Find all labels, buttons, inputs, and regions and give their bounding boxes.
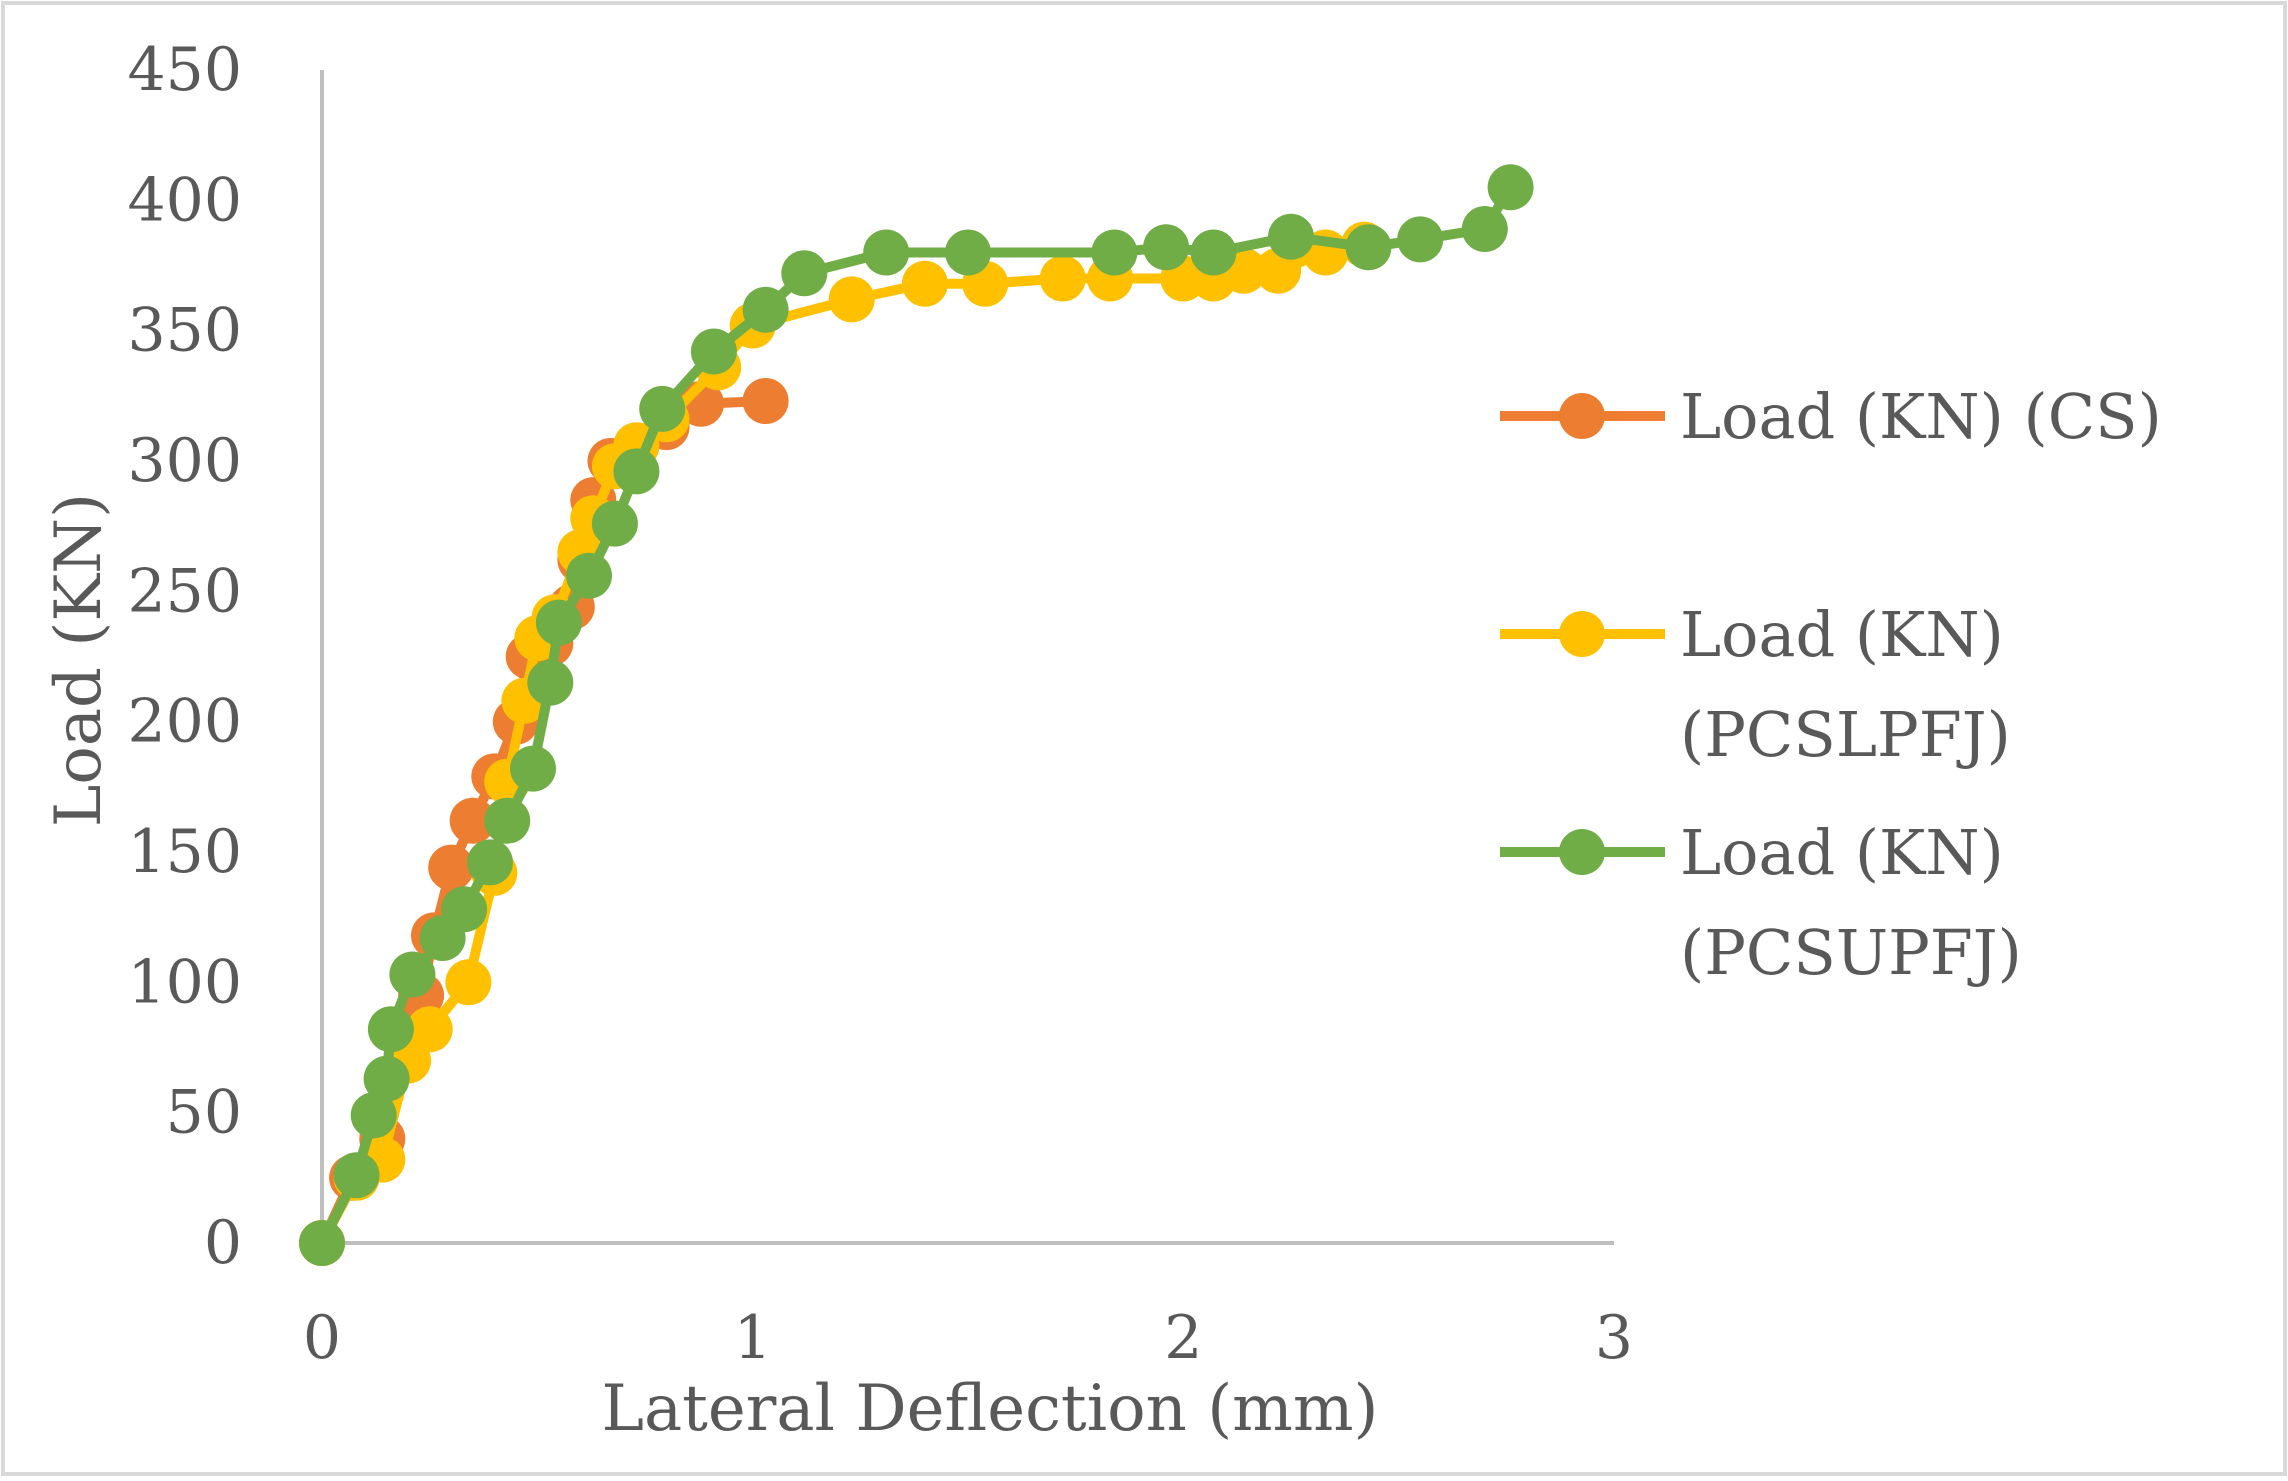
data-point [863,229,910,276]
data-point [781,250,828,297]
data-point [367,1006,414,1053]
legend-label-line: Load (KN) [1680,816,2004,889]
legend-entry-3: Load (KN) (PCSUPFJ) [1500,816,2022,989]
x-axis-title: Lateral Deflection (mm) [602,1372,1379,1446]
legend-entry-2: Load (KN) (PCSLPFJ) [1500,598,2011,771]
y-tick-label: 200 [127,687,242,757]
legend-label-line: (PCSUPFJ) [1680,916,2022,989]
y-tick-label: 150 [127,817,242,887]
legend-entry-1: Load (KN) (CS) [1500,380,2162,453]
axes: 0 50 100 150 200 250 300 350 400 450 0 1 2 3 [127,35,1633,1373]
data-point [363,1055,410,1102]
data-point [901,260,948,307]
data-point [406,1006,453,1053]
y-tick-label: 350 [127,296,242,366]
data-point [828,276,875,323]
data-point [467,839,513,886]
data-point [299,1220,345,1266]
data-point [1268,213,1314,260]
legend-label-line: Load (KN) (CS) [1680,380,2162,453]
y-tick-label: 100 [127,947,242,1017]
data-point [1143,224,1190,271]
legend-swatch-marker [1559,829,1605,875]
y-tick-label: 0 [204,1208,242,1278]
data-point [484,797,531,844]
legend-label-line: (PCSLPFJ) [1680,698,2011,771]
data-point [527,659,574,706]
legend-label-line: Load (KN) [1680,598,2004,671]
data-point [449,797,496,844]
y-tick-label: 250 [127,556,242,626]
data-point [1461,206,1508,252]
data-point [510,745,556,792]
data-point [1039,255,1086,302]
x-tick-label: 2 [1164,1303,1202,1373]
data-point [1397,216,1444,263]
x-tick-label: 0 [303,1303,341,1373]
data-point [441,886,488,933]
data-point [742,286,789,333]
data-point [333,1152,380,1199]
data-point [1345,224,1392,271]
data-point [613,448,660,495]
series-3 [299,164,1534,1266]
data-point [445,959,492,1006]
data-point [428,844,475,891]
legend-swatch-marker [1559,393,1605,439]
legend: Load (KN) (CS)Load (KN) (PCSLPFJ)Load (KN… [1500,380,2162,989]
y-tick-label: 50 [166,1078,242,1148]
y-tick-label: 450 [127,35,242,105]
data-point [690,328,737,375]
data-point [591,500,638,547]
data-point [566,552,612,599]
data-point [535,599,582,646]
y-axis-title: Load (KN) [42,493,116,827]
x-tick-label: 1 [734,1303,772,1373]
x-tick-label: 3 [1595,1303,1633,1373]
y-tick-label: 400 [127,165,242,235]
legend-label: Load (KN) (PCSLPFJ) [1680,598,2011,771]
data-point [1091,229,1138,276]
data-point [389,951,436,998]
legend-label: Load (KN) (PCSUPFJ) [1680,816,2022,989]
data-point [742,378,789,424]
data-point [945,229,991,276]
data-point [1190,229,1237,276]
data-point [639,385,686,432]
data-point [1487,164,1534,211]
y-tick-label: 300 [127,426,242,496]
series-layer [299,164,1534,1266]
data-point [350,1092,397,1139]
legend-swatch-marker [1559,611,1605,657]
legend-label: Load (KN) (CS) [1680,380,2162,453]
